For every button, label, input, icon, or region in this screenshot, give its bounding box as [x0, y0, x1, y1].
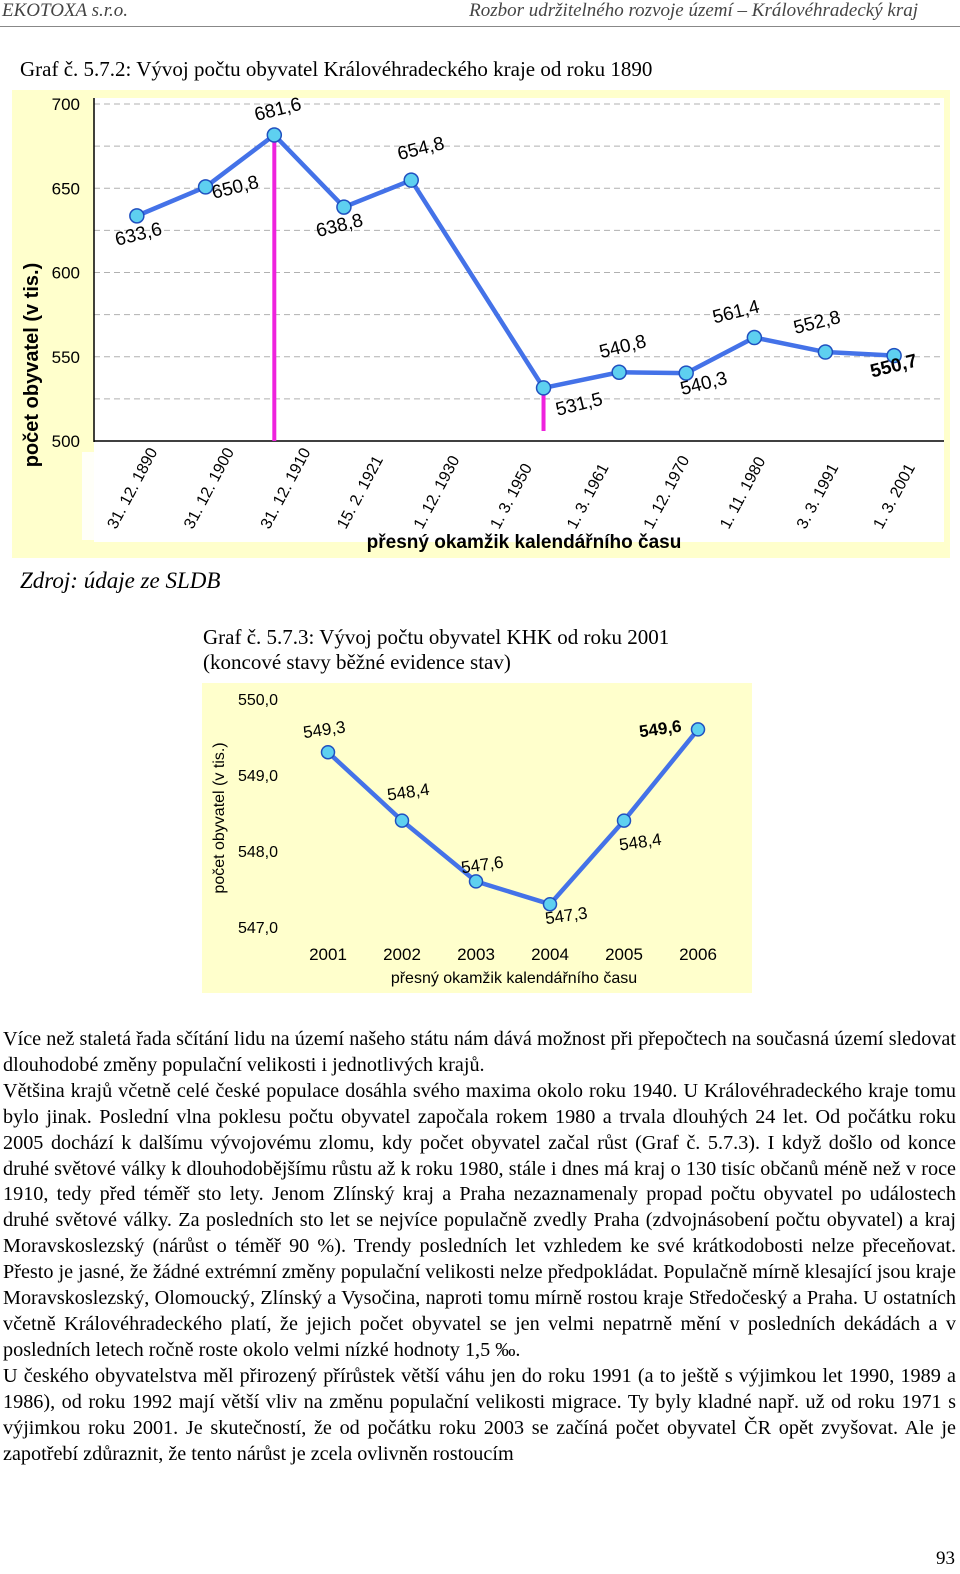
- chart2-svg: počet obyvatel (v tis.) přesný okamžik k…: [202, 683, 752, 993]
- body-text: Více než staletá řada sčítání lidu na úz…: [3, 1027, 956, 1467]
- chart1-x-tick-box: [388, 452, 441, 540]
- chart2-data-point: [468, 874, 484, 889]
- chart1-x-tick-box: [465, 452, 517, 540]
- chart2-x-tick-label: 2002: [383, 945, 421, 964]
- paragraph: U českého obyvatelstva měl přirozený pří…: [3, 1364, 956, 1465]
- chart2-y-tick-label: 550,0: [238, 692, 278, 709]
- paragraph: Více než staletá řada sčítání lidu na úz…: [3, 1028, 956, 1076]
- chart1-x-tick-box: [235, 452, 288, 540]
- chart2-data-point: [394, 813, 410, 828]
- chart2-x-tick-label: 2003: [457, 945, 495, 964]
- chart1-data-point: [403, 172, 419, 188]
- chart2-caption: Graf č. 5.7.3: Vývoj počtu obyvatel KHK …: [203, 625, 669, 675]
- chart2-frame: [202, 683, 752, 993]
- chart1-y-tick-label: 500: [52, 432, 80, 451]
- chart1-caption: Graf č. 5.7.2: Vývoj počtu obyvatel Král…: [20, 57, 653, 81]
- chart1-y-tick-label: 650: [52, 179, 80, 198]
- chart1-x-tick-box: [618, 452, 671, 540]
- chart1-x-tick-box: [158, 452, 211, 540]
- chart1-data-point: [611, 364, 627, 381]
- chart2-y-tick-label: 547,0: [238, 920, 278, 937]
- chart1-y-tick-label: 700: [52, 95, 80, 114]
- paragraph: Většina krajů včetně celé české populace…: [3, 1079, 956, 1361]
- chart1-x-tick-box: [541, 452, 594, 540]
- chart1-x-tick-box: [311, 452, 364, 540]
- chart1-data-point: [535, 380, 552, 396]
- header-document-title: Rozbor udržitelného rozvoje území – Král…: [469, 0, 918, 21]
- chart1-x-tick-box: [82, 452, 134, 540]
- chart2-caption-line1: Graf č. 5.7.3: Vývoj počtu obyvatel KHK …: [203, 625, 670, 649]
- chart2-caption-line2: (koncové stavy běžné evidence stav): [203, 650, 511, 674]
- chart1-data-point: [886, 347, 902, 364]
- chart1-svg: počet obyvatel (v tis.) 7006506005505003…: [12, 90, 950, 558]
- page-header: EKOTOXA s.r.o. Rozbor udržitelného rozvo…: [0, 0, 960, 27]
- chart1-data-point: [746, 329, 763, 346]
- chart1-x-axis-title: přesný okamžik kalendářního času: [367, 532, 682, 553]
- chart1-data-point: [197, 179, 214, 195]
- chart1-y-tick-label: 600: [52, 264, 80, 283]
- chart1-x-tick-box: [771, 452, 824, 540]
- page-number: 93: [936, 1548, 955, 1569]
- chart2-data-point: [616, 813, 632, 828]
- chart1-data-point: [129, 208, 145, 224]
- chart2-y-tick-label: 548,0: [238, 844, 278, 861]
- chart1-data-point: [678, 365, 694, 381]
- chart2-y-axis-title: počet obyvatel (v tis.): [211, 742, 228, 893]
- chart1-source: Zdroj: údaje ze SLDB: [20, 568, 221, 593]
- chart2-data-point: [690, 722, 706, 737]
- chart1-data-point: [336, 199, 352, 215]
- chart1-data-point: [266, 127, 283, 143]
- chart2-data-point: [542, 896, 558, 912]
- chart1-data-point: [817, 344, 834, 360]
- chart2-x-tick-label: 2004: [531, 945, 569, 964]
- chart1-y-axis-title: počet obyvatel (v tis.): [21, 263, 43, 468]
- chart1-y-tick-label: 550: [52, 348, 80, 367]
- header-company: EKOTOXA s.r.o.: [2, 0, 128, 21]
- chart2-y-tick-label: 549,0: [238, 768, 278, 785]
- chart2-series-line: [326, 727, 700, 907]
- chart1-x-tick-box: [848, 452, 900, 540]
- chart1: počet obyvatel (v tis.) 700 650 600 550 500 3…: [12, 90, 950, 558]
- chart2: počet obyvatel (v tis.) přesný okamžik k…: [202, 683, 752, 993]
- chart2-x-tick-label: 2006: [679, 945, 717, 964]
- chart2-x-tick-label: 2005: [605, 945, 643, 964]
- chart1-x-tick-box: [694, 452, 747, 540]
- chart2-x-axis-title: přesný okamžik kalendářního času: [391, 970, 637, 987]
- chart2-data-point: [320, 744, 336, 760]
- chart2-x-tick-label: 2001: [309, 945, 347, 964]
